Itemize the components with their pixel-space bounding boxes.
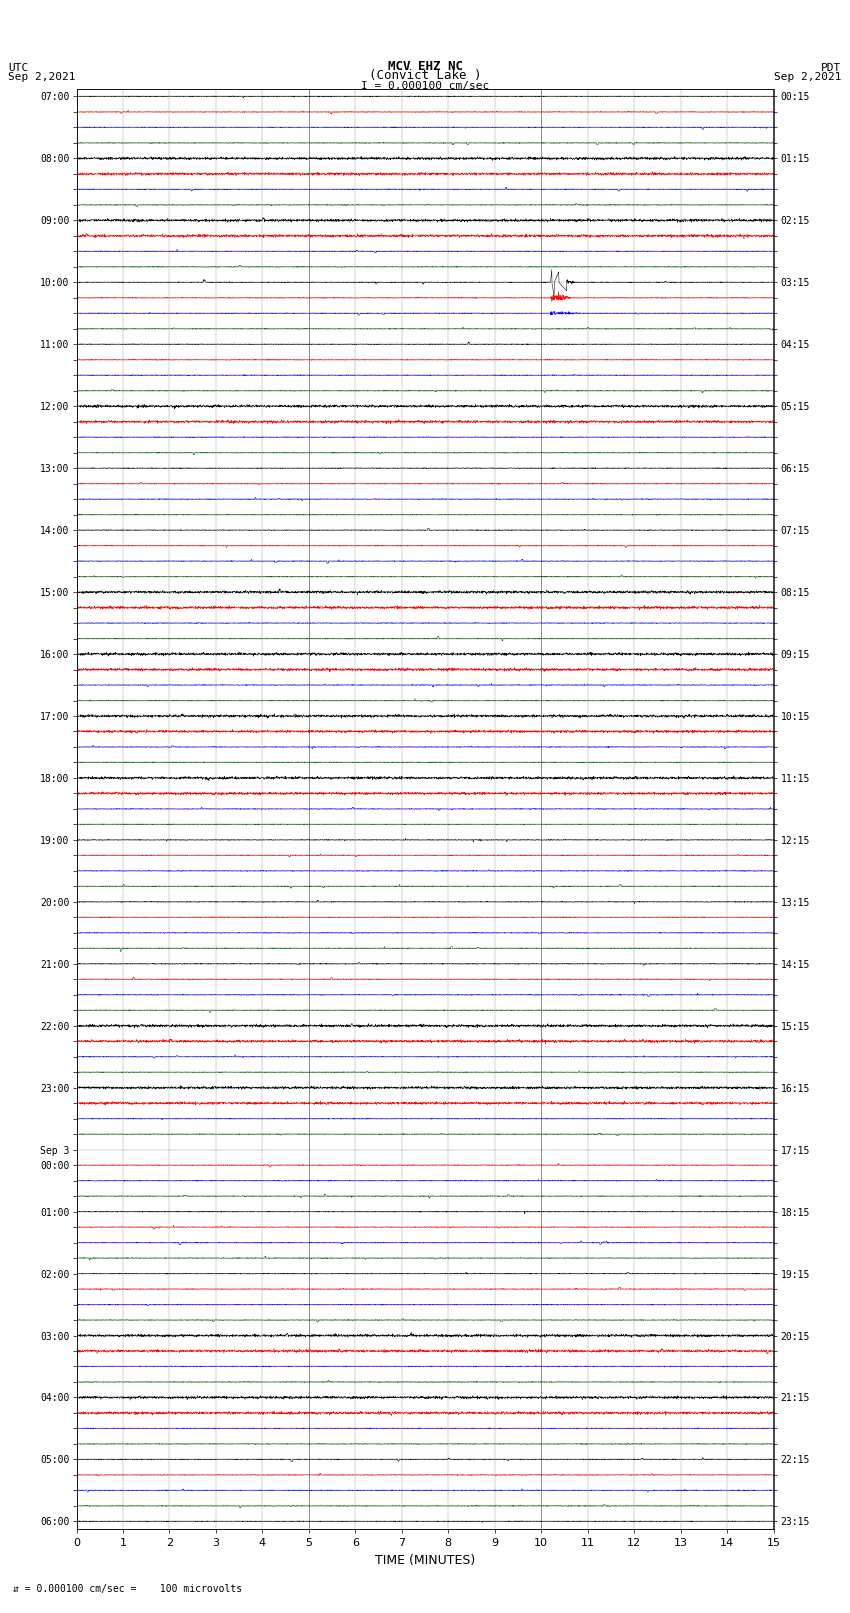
Text: (Convict Lake ): (Convict Lake ) bbox=[369, 69, 481, 82]
Text: MCV EHZ NC: MCV EHZ NC bbox=[388, 60, 462, 73]
Text: ⇵ = 0.000100 cm/sec =    100 microvolts: ⇵ = 0.000100 cm/sec = 100 microvolts bbox=[13, 1584, 242, 1594]
Text: PDT: PDT bbox=[821, 63, 842, 73]
Text: I = 0.000100 cm/sec: I = 0.000100 cm/sec bbox=[361, 81, 489, 90]
Text: Sep 2,2021: Sep 2,2021 bbox=[8, 73, 76, 82]
X-axis label: TIME (MINUTES): TIME (MINUTES) bbox=[375, 1553, 475, 1566]
Text: UTC: UTC bbox=[8, 63, 29, 73]
Text: Sep 2,2021: Sep 2,2021 bbox=[774, 73, 842, 82]
